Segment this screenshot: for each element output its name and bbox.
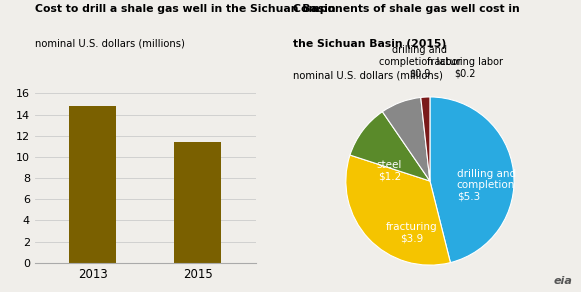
Wedge shape [430, 97, 514, 263]
Text: eia: eia [554, 276, 572, 286]
Wedge shape [421, 97, 430, 181]
Text: fracturing
$3.9: fracturing $3.9 [386, 223, 437, 244]
Text: Cost to drill a shale gas well in the Sichuan Basin: Cost to drill a shale gas well in the Si… [35, 4, 335, 14]
Text: steel
$1.2: steel $1.2 [377, 160, 402, 182]
Text: nominal U.S. dollars (millions): nominal U.S. dollars (millions) [293, 71, 443, 81]
Text: Components of shale gas well cost in: Components of shale gas well cost in [293, 4, 520, 14]
Text: nominal U.S. dollars (millions): nominal U.S. dollars (millions) [35, 39, 185, 48]
Text: the Sichuan Basin (2015): the Sichuan Basin (2015) [293, 39, 447, 48]
Bar [174, 142, 221, 263]
Text: fracturing labor
$0.2: fracturing labor $0.2 [427, 57, 503, 79]
Wedge shape [346, 155, 450, 265]
Text: drilling and
completion labor
$0.9: drilling and completion labor $0.9 [379, 45, 461, 79]
Bar [69, 106, 116, 263]
Wedge shape [382, 98, 430, 181]
Text: drilling and
completion
$5.3: drilling and completion $5.3 [457, 169, 516, 202]
Wedge shape [350, 112, 430, 181]
